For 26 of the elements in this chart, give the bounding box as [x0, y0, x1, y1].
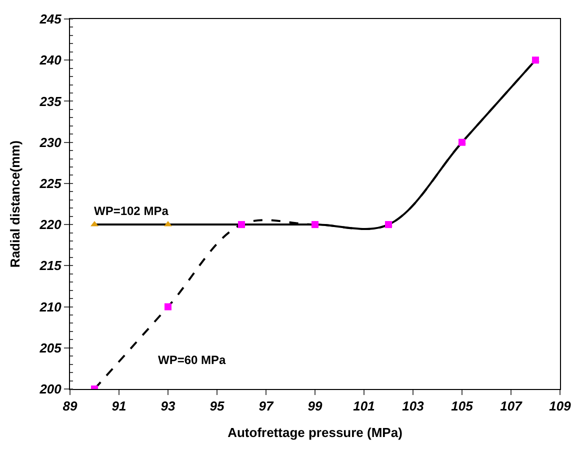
x-tick-label: 103 — [402, 398, 425, 414]
x-tick-label: 95 — [210, 398, 225, 414]
x-axis-title: Autofrettage pressure (MPa) — [228, 425, 402, 440]
x-tick-label: 97 — [258, 398, 274, 414]
y-tick-label: 205 — [38, 340, 62, 356]
y-tick-label: 245 — [38, 12, 62, 27]
x-tick-label: 107 — [500, 398, 523, 414]
x-tick-label: 101 — [353, 398, 375, 414]
x-tick-label: 109 — [549, 398, 572, 414]
y-axis-title: Radial distance(mm) — [8, 140, 23, 268]
y-tick-label: 215 — [38, 258, 62, 274]
series-label: WP=60 MPa — [158, 353, 226, 367]
x-tick-label: 105 — [451, 398, 474, 414]
y-tick-label: 240 — [38, 52, 62, 68]
x-tick-label: 99 — [308, 398, 323, 414]
y-tick-label: 210 — [38, 299, 62, 314]
y-tick-label: 235 — [38, 94, 62, 109]
y-tick-label: 220 — [38, 217, 62, 232]
point — [164, 303, 172, 310]
x-tick-label: 91 — [112, 398, 126, 414]
y-tick-label: 225 — [38, 176, 62, 191]
x-tick-label: 89 — [62, 398, 78, 414]
series-label: WP=102 MPa — [94, 204, 169, 218]
y-tick-label: 200 — [38, 382, 62, 397]
x-tick-label: 93 — [160, 398, 176, 414]
y-tick-label: 230 — [38, 134, 62, 150]
